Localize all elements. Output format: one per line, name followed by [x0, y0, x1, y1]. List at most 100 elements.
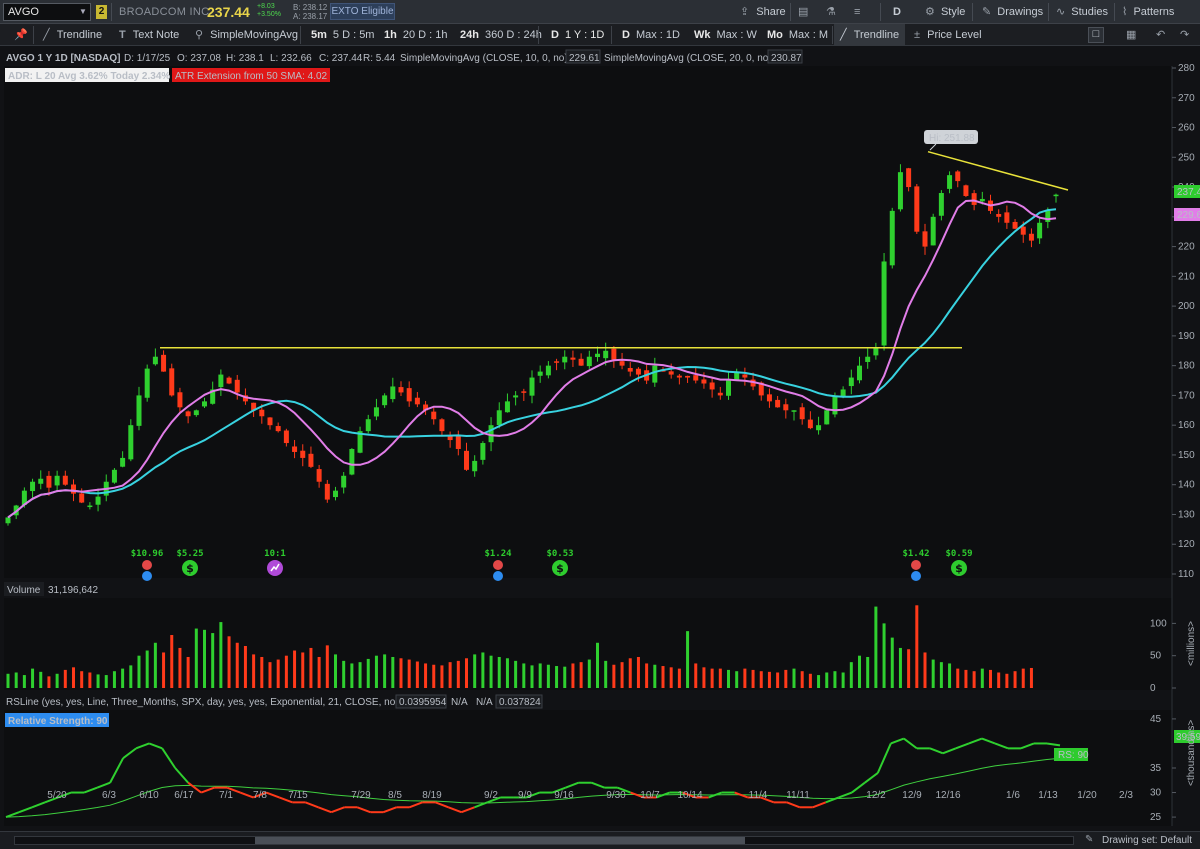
timeframe-5d-5m[interactable]: 5m 5 D : 5m — [311, 28, 374, 42]
timeframe-max-1d[interactable]: D Max : 1D — [622, 28, 680, 42]
patterns-button[interactable]: ⌇ Patterns — [1122, 4, 1174, 20]
volume-bar — [153, 642, 157, 688]
candle-body — [922, 231, 928, 247]
rs-line-segment — [474, 801, 488, 809]
tf-key: D — [622, 29, 630, 41]
sma10-study-label[interactable]: SimpleMovingAvg (CLOSE, 10, 0, no) — [400, 53, 568, 64]
rs-line-segment — [955, 742, 970, 750]
candle-body — [21, 490, 27, 505]
event-label: $0.53 — [546, 549, 573, 559]
price-tick-label: 140 — [1178, 480, 1195, 491]
volume-bar — [374, 655, 378, 688]
rs-line-segment — [825, 796, 840, 804]
cursor-pin-icon[interactable]: 📌 — [14, 29, 28, 41]
candle-body — [120, 457, 126, 467]
style-button[interactable]: ⚙ Style — [925, 4, 965, 20]
tf-value: 5 D : 5m — [332, 29, 375, 41]
chevron-down-icon[interactable]: ▼ — [79, 7, 87, 16]
candle-body — [464, 450, 469, 470]
volume-bar — [112, 671, 116, 688]
earnings-icon — [911, 560, 921, 570]
candle-body — [709, 382, 715, 390]
descending-trendline[interactable] — [927, 150, 1069, 191]
candle-body — [251, 402, 257, 411]
grid-icon: ▦ — [1126, 29, 1137, 41]
sma10-line — [7, 199, 1057, 519]
timeframe-20d-1h[interactable]: 1h 20 D : 1h — [384, 28, 447, 42]
volume-bar — [604, 660, 608, 688]
volume-bar — [489, 655, 493, 688]
volume-bar — [759, 671, 763, 688]
rs-line-segment — [968, 737, 983, 745]
date-tick-label: 1/6 — [1006, 790, 1020, 801]
drawings-button[interactable]: ✎ Drawings — [982, 4, 1043, 20]
price-tick-label: 250 — [1178, 152, 1195, 163]
chart-info-title: AVGO 1 Y 1D [NASDAQ] — [6, 53, 120, 64]
date-tick-label: 2/3 — [1119, 790, 1133, 801]
volume-bar — [137, 655, 141, 688]
sma-study-button[interactable]: ⚲ SimpleMovingAvg — [195, 28, 298, 42]
print-button[interactable]: ▤ — [798, 4, 808, 20]
date-tick-label: 12/9 — [902, 790, 922, 801]
net-change: +8.03 +3.50% — [257, 3, 281, 19]
date-tick-label: 6/3 — [102, 790, 116, 801]
rs-line-segment — [435, 801, 449, 809]
link-group-badge[interactable]: 2 — [96, 5, 107, 19]
timeframe-360d-24h[interactable]: 24h 360 D : 24h — [460, 28, 542, 42]
candle-body — [218, 374, 224, 388]
candle-body — [5, 517, 11, 524]
tf-key: Wk — [694, 29, 711, 41]
price-panel[interactable] — [4, 66, 1172, 578]
last-price: 237.44 — [207, 4, 250, 20]
rs-study-label[interactable]: RSLine (yes, yes, Line, Three_Months, SP… — [6, 697, 410, 708]
volume-bar — [309, 647, 313, 688]
scrollbar-thumb[interactable] — [255, 837, 745, 844]
candle-body — [791, 410, 797, 412]
timeframe-max-w[interactable]: Wk Max : W — [694, 28, 757, 42]
earnings-report-icon — [493, 571, 503, 581]
menu-button[interactable]: ≡ — [854, 4, 860, 20]
trendline-tool-active[interactable]: ╱ Trendline — [834, 24, 906, 46]
sma20-study-label[interactable]: SimpleMovingAvg (CLOSE, 20, 0, no) — [604, 53, 772, 64]
chart-toolbar: 📌 ╱ Trendline T Text Note ⚲ SimpleMoving… — [0, 24, 1200, 46]
rs-panel[interactable] — [4, 710, 1172, 826]
earnings-report-icon — [911, 571, 921, 581]
undo-button[interactable]: ↶ — [1156, 28, 1165, 42]
rs-tick-label: 25 — [1150, 812, 1162, 823]
symbol-input[interactable]: AVGO ▼ — [3, 3, 91, 21]
candle-body — [873, 347, 879, 356]
flask-button[interactable]: ⚗ — [826, 4, 836, 20]
candle-body — [496, 410, 502, 426]
date-tick-label: 9/2 — [484, 790, 498, 801]
study-icon: ⚲ — [195, 29, 204, 41]
text-note-button[interactable]: T Text Note — [119, 28, 179, 42]
candle-body — [30, 481, 36, 492]
volume-bar — [587, 659, 591, 688]
volume-bar — [227, 636, 231, 688]
atr-label: ATR Extension from 50 SMA: 4.02 — [175, 71, 328, 82]
date-tick-label: 9/16 — [554, 790, 574, 801]
chart-scrollbar[interactable] — [14, 836, 1074, 845]
timeframe-1y-1d[interactable]: D 1 Y : 1D — [551, 28, 604, 42]
ask-value: A: 238.17 — [293, 12, 328, 21]
window-square-button[interactable]: □ — [1088, 27, 1104, 43]
price-level-button[interactable]: ± Price Level — [914, 28, 982, 42]
trendline-tool-button[interactable]: ╱ Trendline — [43, 28, 102, 42]
volume-bar — [243, 646, 247, 688]
studies-button[interactable]: ∿ Studies — [1056, 4, 1108, 20]
rs-line-segment — [708, 791, 723, 799]
chart-canvas[interactable]: AVGO 1 Y 1D [NASDAQ] D: 1/17/25 O: 237.0… — [0, 46, 1200, 831]
volume-bar — [505, 658, 509, 688]
period-button[interactable]: D — [893, 6, 901, 18]
share-button[interactable]: ⇪ Share — [740, 4, 786, 20]
sma20-line — [7, 208, 1057, 519]
volume-bar — [825, 672, 829, 688]
candle-body — [734, 371, 740, 380]
rs-line-segment — [448, 806, 462, 814]
rs-line-segment — [239, 791, 254, 799]
layout-grid-button[interactable]: ▦ — [1126, 28, 1136, 42]
candle-body — [1053, 194, 1059, 197]
redo-button[interactable]: ↷ — [1180, 28, 1189, 42]
drawing-set-label[interactable]: Drawing set: Default — [1102, 835, 1193, 846]
timeframe-max-m[interactable]: Mo Max : M — [767, 28, 828, 42]
